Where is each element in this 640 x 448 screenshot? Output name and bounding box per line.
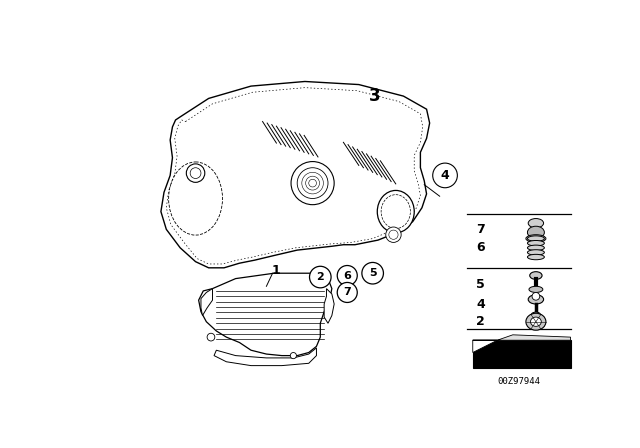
Ellipse shape: [527, 226, 545, 238]
Ellipse shape: [527, 236, 545, 241]
Ellipse shape: [528, 295, 543, 304]
Ellipse shape: [526, 313, 546, 330]
Ellipse shape: [531, 312, 541, 318]
Ellipse shape: [531, 317, 541, 326]
Circle shape: [297, 168, 328, 198]
Circle shape: [186, 164, 205, 182]
Text: 4: 4: [441, 169, 449, 182]
Polygon shape: [201, 289, 212, 315]
Circle shape: [433, 163, 458, 188]
Text: 7: 7: [476, 223, 485, 236]
Ellipse shape: [528, 219, 543, 228]
Text: 2: 2: [316, 272, 324, 282]
Ellipse shape: [530, 271, 542, 280]
Polygon shape: [324, 289, 334, 323]
Ellipse shape: [526, 235, 546, 242]
Ellipse shape: [527, 241, 545, 246]
Text: 1: 1: [271, 264, 280, 277]
Circle shape: [310, 266, 331, 288]
Text: 5: 5: [369, 268, 376, 278]
Circle shape: [532, 293, 540, 300]
Polygon shape: [198, 273, 332, 356]
Circle shape: [389, 230, 398, 239]
Ellipse shape: [527, 250, 545, 255]
Text: 3: 3: [369, 87, 380, 105]
Text: 6: 6: [476, 241, 484, 254]
Circle shape: [291, 162, 334, 205]
Circle shape: [291, 353, 296, 359]
Ellipse shape: [527, 245, 545, 250]
Ellipse shape: [378, 190, 414, 233]
Text: 00Z97944: 00Z97944: [497, 376, 540, 386]
Circle shape: [386, 227, 401, 242]
Ellipse shape: [381, 195, 410, 228]
Polygon shape: [473, 340, 497, 353]
Ellipse shape: [527, 254, 545, 260]
Text: 7: 7: [344, 288, 351, 297]
Polygon shape: [214, 348, 316, 366]
Text: 6: 6: [343, 271, 351, 280]
Circle shape: [337, 266, 357, 285]
Text: 2: 2: [476, 315, 485, 328]
Text: 4: 4: [476, 297, 485, 310]
Circle shape: [337, 282, 357, 302]
Circle shape: [362, 263, 383, 284]
Polygon shape: [473, 340, 570, 368]
Text: 5: 5: [476, 278, 485, 291]
Circle shape: [190, 168, 201, 178]
Ellipse shape: [529, 286, 543, 293]
Polygon shape: [161, 82, 429, 268]
Circle shape: [207, 333, 215, 341]
Polygon shape: [473, 335, 570, 340]
